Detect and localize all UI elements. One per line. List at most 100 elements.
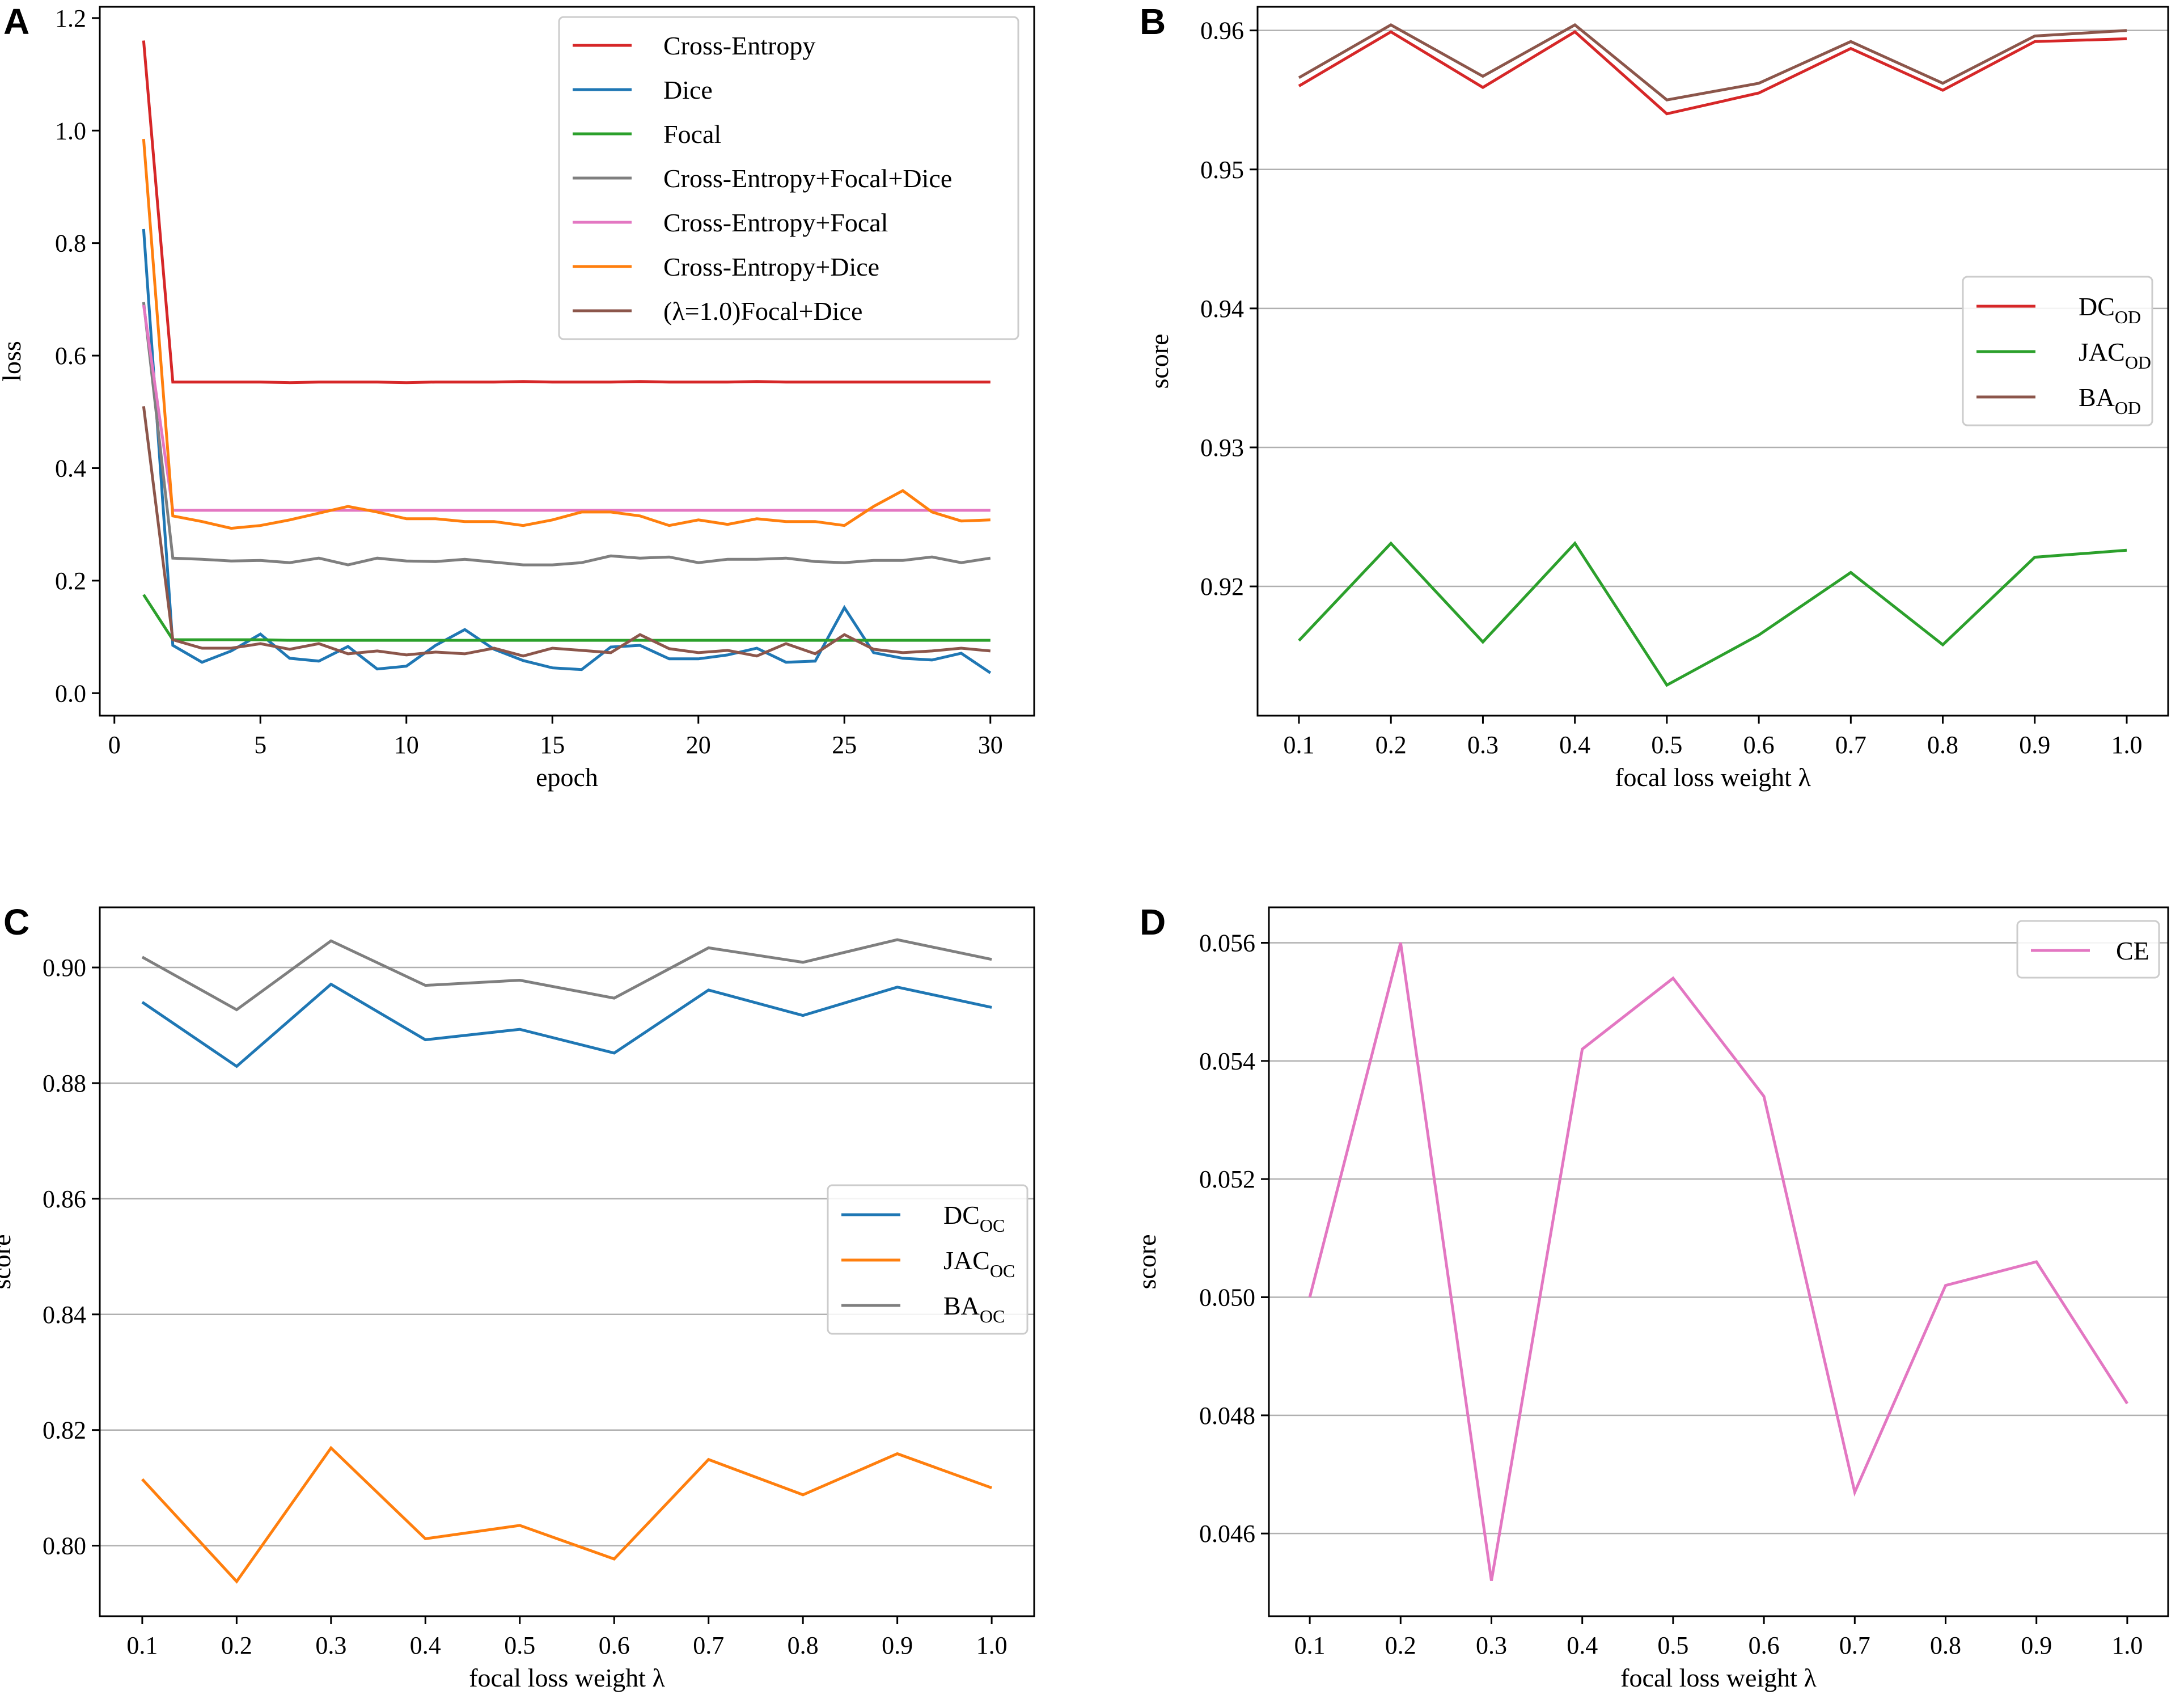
x-tick-label: 0 (108, 731, 121, 759)
x-tick-label: 0.6 (1749, 1632, 1780, 1659)
legend-label: Cross-Entropy (663, 31, 815, 60)
y-tick-label: 0.2 (55, 567, 86, 595)
legend-label-subscript: OC (990, 1261, 1015, 1281)
x-tick-label: 0.8 (1927, 731, 1958, 759)
x-tick-label: 0.7 (693, 1632, 724, 1659)
y-tick-label: 0.80 (43, 1532, 86, 1560)
x-tick-label: 0.9 (2019, 731, 2050, 759)
plot-frame (99, 906, 1035, 1617)
y-axis-label: score (1132, 1234, 1161, 1289)
x-tick-label: 0.5 (1657, 1632, 1688, 1659)
series-line-ce (1308, 942, 2129, 1581)
y-tick-label: 0.052 (1199, 1165, 1255, 1193)
x-tick-label: 0.8 (1930, 1632, 1961, 1659)
y-tick-label: 1.0 (55, 117, 86, 145)
series-line-ba (141, 938, 992, 1012)
series-line-jac (141, 1446, 992, 1584)
legend-label: Cross-Entropy+Focal (663, 208, 888, 237)
panel-b: 0.1 0.2 0.3 0.4 0.5 0.6 0.7 0.8 0.9 1.0 0.92 0.93 0.… (1140, 1, 2169, 792)
x-tick-label: 0.4 (1559, 731, 1590, 759)
y-tick-label: 0.90 (43, 954, 86, 982)
y-tick-label: 0.054 (1199, 1047, 1255, 1075)
y-tick-label: 0.84 (43, 1301, 86, 1329)
panel-d: 0.1 0.2 0.3 0.4 0.5 0.6 0.7 0.8 0.9 1.0 0.046 0.048… (1132, 902, 2169, 1692)
x-tick-label: 0.6 (599, 1632, 630, 1659)
panel-letter: C (3, 902, 29, 943)
y-axis-label: score (0, 1234, 16, 1289)
y-tick-label: 0.95 (1200, 156, 1244, 184)
plot-frame (99, 6, 1035, 717)
plot-frame (1268, 906, 2169, 1617)
x-tick-label: 15 (540, 731, 565, 759)
x-tick-label: 20 (686, 731, 711, 759)
y-tick-label: 1.2 (55, 5, 86, 32)
x-axis-label: focal loss weight λ (469, 1663, 665, 1692)
x-tick-label: 0.3 (1476, 1632, 1507, 1659)
x-tick-label: 0.3 (315, 1632, 346, 1659)
y-tick-label: 0.048 (1199, 1402, 1255, 1430)
legend-label: Dice (663, 75, 713, 104)
legend-label: (λ=1.0)Focal+Dice (663, 297, 862, 326)
legend-box (558, 16, 1019, 340)
legend-label-subscript: OC (980, 1215, 1005, 1236)
x-tick-label: 0.6 (1743, 731, 1775, 759)
y-tick-label: 0.86 (43, 1185, 86, 1213)
legend-label-subscript: OD (2115, 307, 2141, 327)
series-line-1-0-focal-dice (142, 406, 991, 658)
legend-label-subscript: OD (2115, 398, 2141, 418)
y-tick-label: 0.4 (55, 454, 86, 482)
y-tick-label: 0.88 (43, 1070, 86, 1097)
panel-letter: D (1140, 902, 1166, 943)
x-axis-label: focal loss weight λ (1620, 1663, 1817, 1692)
y-tick-label: 0.96 (1200, 17, 1244, 45)
x-tick-label: 1.0 (976, 1632, 1008, 1659)
x-tick-label: 1.0 (2111, 1632, 2143, 1659)
x-tick-label: 0.5 (1651, 731, 1682, 759)
x-tick-label: 0.2 (1385, 1632, 1416, 1659)
x-tick-label: 0.7 (1835, 731, 1866, 759)
panel-a: 0 5 10 15 20 25 30 0.0 0.2 0.4 0.6 0.8 1.0 1.2 epoch lo… (0, 1, 1035, 792)
x-tick-label: 0.4 (410, 1632, 441, 1659)
x-tick-label: 30 (978, 731, 1003, 759)
legend-box (827, 1184, 1028, 1335)
y-axis-label: loss (0, 341, 26, 382)
x-tick-label: 0.1 (1284, 731, 1315, 759)
series-line-cross-entropy-focal (142, 305, 991, 512)
x-tick-label: 0.7 (1839, 1632, 1870, 1659)
y-tick-label: 0.056 (1199, 929, 1255, 957)
legend-label: Cross-Entropy+Dice (663, 252, 879, 281)
x-tick-label: 0.8 (788, 1632, 819, 1659)
x-tick-label: 0.9 (882, 1632, 913, 1659)
series-line-dc (1298, 30, 2127, 116)
x-axis-label: epoch (536, 763, 598, 792)
y-tick-label: 0.050 (1199, 1284, 1255, 1312)
legend-label: Focal (663, 120, 721, 149)
series-line-jac (1298, 541, 2127, 687)
legend-label: CE (2116, 936, 2149, 965)
y-tick-label: 0.94 (1200, 295, 1244, 323)
y-tick-label: 0.0 (55, 679, 86, 707)
series-line-dc (141, 982, 992, 1068)
series-line-cross-entropy-dice (142, 138, 991, 530)
panel-c: 0.1 0.2 0.3 0.4 0.5 0.6 0.7 0.8 0.9 1.0 0.80 0.82 0.… (0, 902, 1035, 1692)
series-line-dice (142, 229, 992, 674)
x-tick-label: 25 (832, 731, 857, 759)
x-tick-label: 1.0 (2111, 731, 2143, 759)
plot-frame (1256, 6, 2169, 717)
legend-label-subscript: OC (980, 1306, 1005, 1326)
x-tick-label: 0.4 (1567, 1632, 1598, 1659)
y-axis-label: score (1145, 333, 1174, 388)
panel-letter: B (1140, 1, 1166, 42)
x-tick-label: 10 (394, 731, 419, 759)
y-tick-label: 0.92 (1200, 573, 1244, 601)
x-tick-label: 5 (254, 731, 266, 759)
y-tick-label: 0.82 (43, 1417, 86, 1444)
legend-label-subscript: OD (2125, 352, 2151, 373)
x-tick-label: 0.2 (1375, 731, 1407, 759)
panel-letter: A (3, 1, 29, 42)
x-tick-label: 0.3 (1467, 731, 1499, 759)
x-tick-label: 0.5 (504, 1632, 535, 1659)
x-tick-label: 0.2 (221, 1632, 252, 1659)
legend-box (1962, 276, 2153, 426)
